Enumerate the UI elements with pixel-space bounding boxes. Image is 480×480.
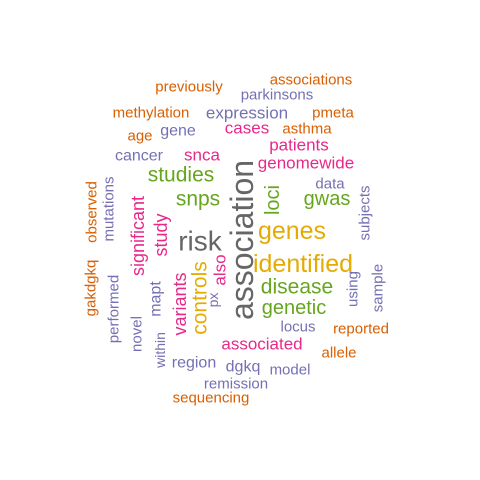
word-mutations: mutations xyxy=(101,176,118,241)
word-identified: identified xyxy=(253,250,353,278)
word-controls: controls xyxy=(189,261,212,335)
word-expression: expression xyxy=(206,104,288,123)
word-sample: sample xyxy=(370,264,387,312)
word-model: model xyxy=(270,362,311,379)
word-asthma: asthma xyxy=(282,121,332,138)
word-snca: snca xyxy=(184,146,220,165)
word-associations: associations xyxy=(270,72,353,89)
word-cancer: cancer xyxy=(115,148,164,165)
word-within: within xyxy=(152,332,168,369)
word-performed: performed xyxy=(106,275,123,343)
word-risk: risk xyxy=(178,226,223,257)
word-reported: reported xyxy=(333,321,389,338)
word-pmeta: pmeta xyxy=(312,105,354,122)
word-patients: patients xyxy=(269,136,329,155)
word-genes: genes xyxy=(258,217,326,245)
word-snps: snps xyxy=(176,188,220,211)
word-loci: loci xyxy=(262,185,284,215)
word-observed: observed xyxy=(84,181,101,243)
word-remission: remission xyxy=(204,376,268,393)
word-dgkq: dgkq xyxy=(226,359,261,376)
word-subjects: subjects xyxy=(357,185,374,240)
word-genetic: genetic xyxy=(262,297,327,319)
word-studies: studies xyxy=(148,164,215,187)
word-gakdgkq: gakdgkq xyxy=(83,260,100,317)
word-gene: gene xyxy=(160,123,196,140)
word-age: age xyxy=(127,128,152,145)
word-locus: locus xyxy=(280,319,315,336)
word-sequencing: sequencing xyxy=(173,390,250,407)
word-associated: associated xyxy=(221,335,302,354)
word-mapt: mapt xyxy=(148,281,165,317)
word-disease: disease xyxy=(261,276,333,299)
word-significant: significant xyxy=(128,196,148,276)
word-also: also xyxy=(211,254,230,285)
word-using: using xyxy=(345,271,362,307)
word-methylation: methylation xyxy=(113,105,190,122)
word-genomewide: genomewide xyxy=(258,154,354,173)
word-region: region xyxy=(172,355,216,372)
word-cases: cases xyxy=(225,119,269,138)
word-novel: novel xyxy=(129,316,146,352)
word-data: data xyxy=(315,176,345,193)
word-study: study xyxy=(151,213,171,256)
word-variants: variants xyxy=(170,272,190,335)
word-previously: previously xyxy=(155,79,223,96)
word-parkinsons: parkinsons xyxy=(241,87,314,104)
word-allele: allele xyxy=(321,345,356,362)
word-association: association xyxy=(224,160,260,320)
word-px: px xyxy=(205,293,221,308)
word-gwas: gwas xyxy=(304,188,351,210)
